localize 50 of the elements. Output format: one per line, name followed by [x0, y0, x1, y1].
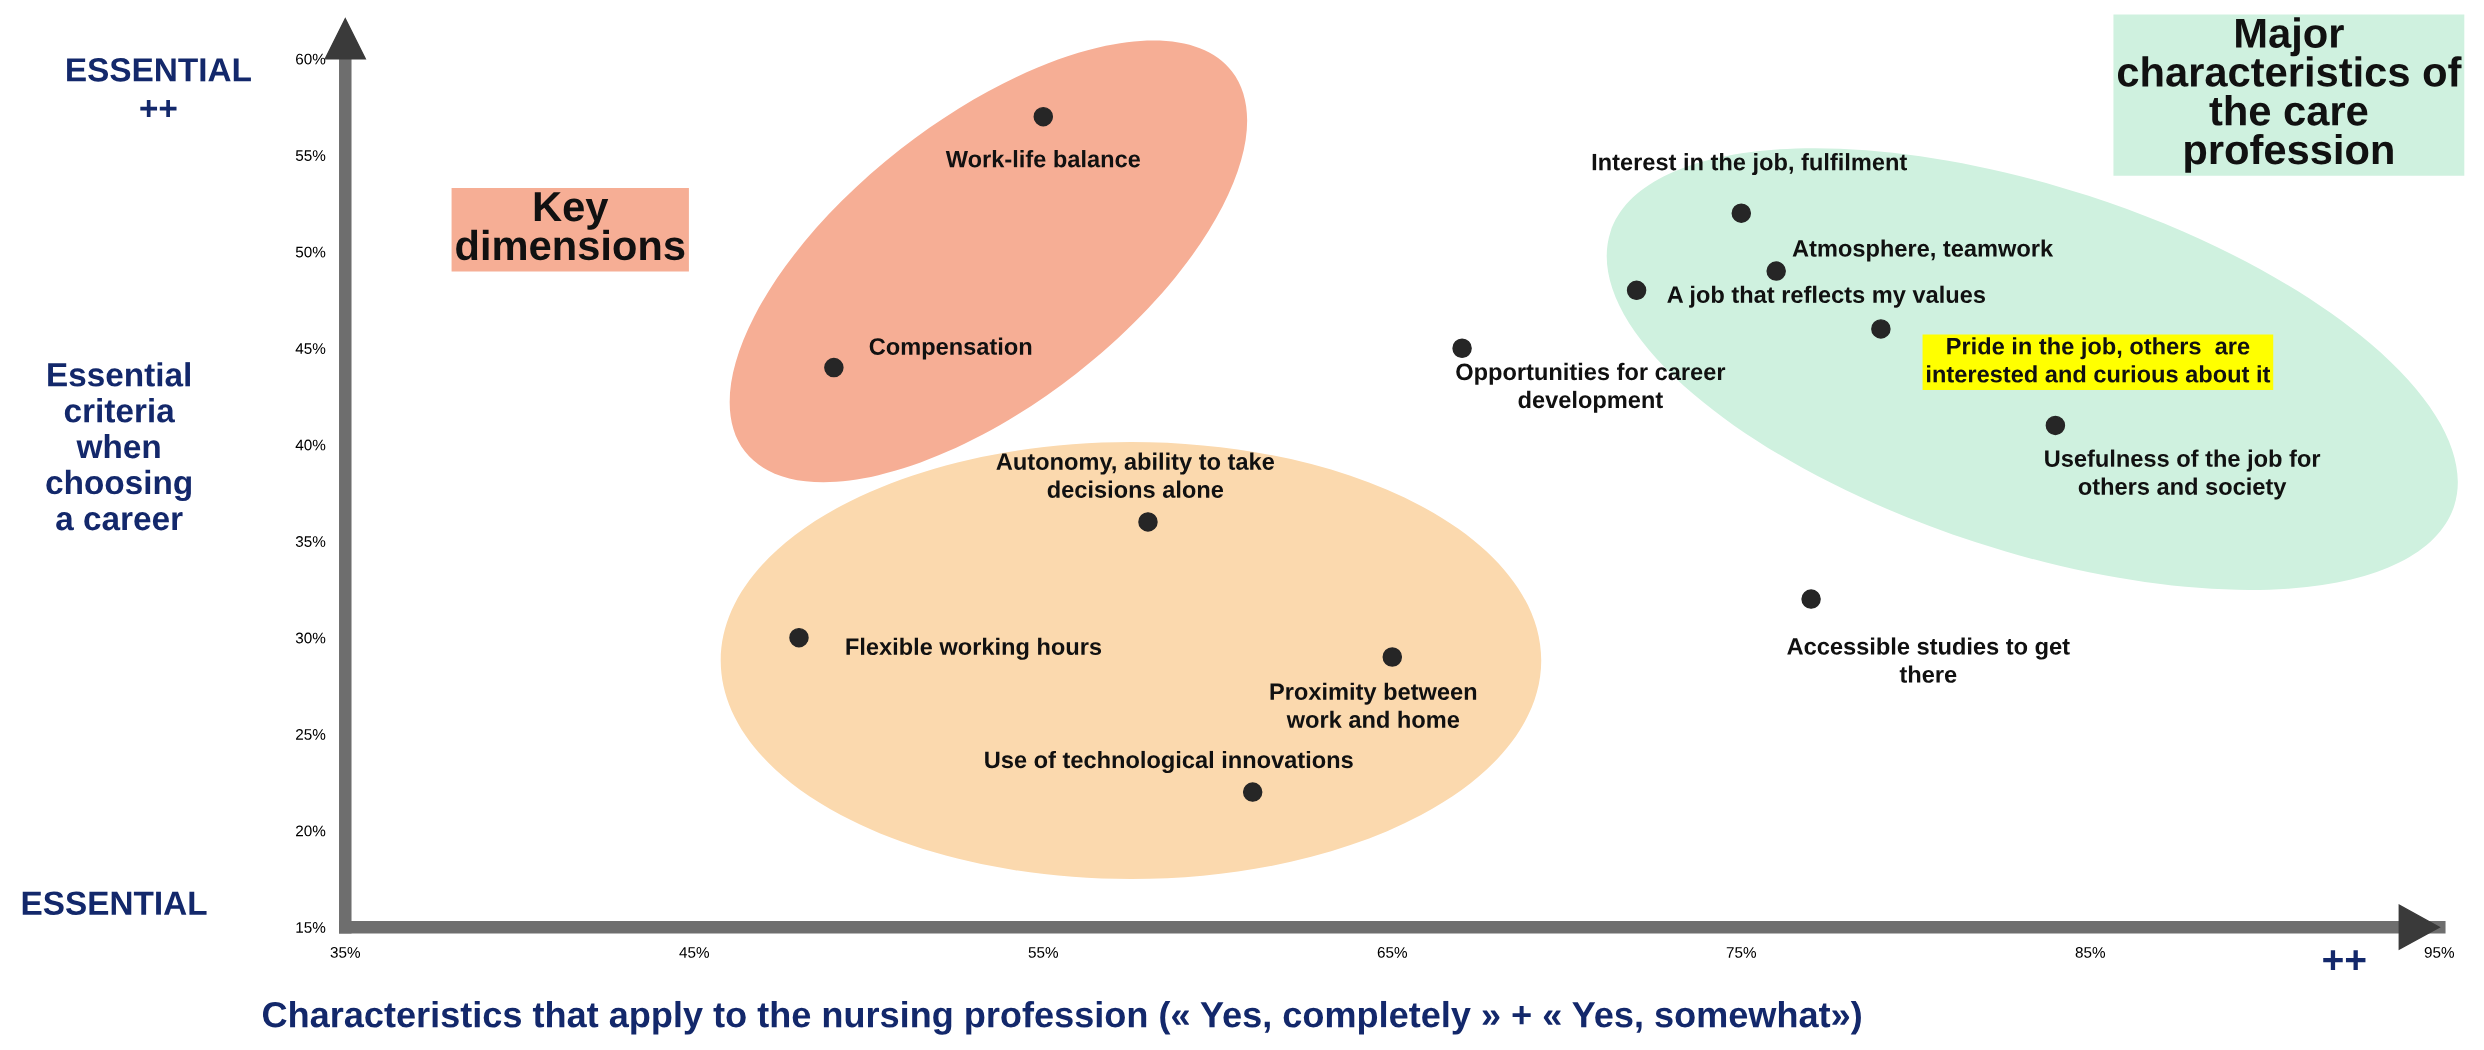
- annotation: Autonomy, ability to take decisions alone: [996, 452, 1275, 498]
- annotation: Accessible studies to get there: [1787, 637, 2070, 683]
- point: [2045, 415, 2066, 436]
- text: ++: [2323, 950, 2366, 971]
- y-tick-label: 45%: [295, 343, 326, 354]
- point: [1242, 782, 1263, 802]
- point: [1871, 319, 1891, 339]
- text: ESSENTIAL ++: [67, 58, 251, 118]
- annotation: Proximity between work and home: [1270, 682, 1477, 729]
- x-tick-label: 55%: [1028, 947, 1059, 958]
- annotation: A job that reflects my values: [1667, 285, 1985, 308]
- x-tick-label: 75%: [1726, 947, 1757, 958]
- point: [1731, 203, 1752, 223]
- annotation: Interest in the job, fulfilment: [1592, 153, 1907, 176]
- annotation: Key dimensions: [456, 192, 685, 261]
- annotation: Work-life balance: [945, 150, 1141, 168]
- y-axis-title: Essential criteria when choosing a career: [46, 362, 191, 531]
- x-tick-label: 35%: [330, 947, 361, 958]
- y-tick-label: 15%: [296, 922, 326, 933]
- annotation: Opportunities for career development: [1456, 362, 1726, 413]
- annotation: Compensation: [869, 337, 1032, 360]
- point: [789, 627, 809, 648]
- y-tick-label: 50%: [295, 246, 326, 258]
- text: ESSENTIAL: [22, 891, 207, 915]
- y-tick-label: 35%: [295, 536, 326, 547]
- x-tick-label: 95%: [2424, 947, 2455, 958]
- x-axis-title: Characteristics that apply to the nursing profession (« Yes, completely » + « Yes, somewhat»): [263, 1000, 1861, 1035]
- y-tick-label: 25%: [296, 729, 326, 740]
- annotation: Flexible working hours: [846, 637, 1102, 660]
- point: [1766, 261, 1786, 281]
- point: [1138, 512, 1158, 532]
- annotation: Atmosphere, teamwork: [1792, 239, 2054, 262]
- y-tick-label: 20%: [296, 825, 326, 837]
- x-tick-label: 45%: [679, 947, 710, 958]
- point: [824, 357, 844, 378]
- annotation: Usefulness of the job for others and society: [2045, 449, 2321, 500]
- point: [1382, 647, 1403, 667]
- y-tick-label: 30%: [295, 632, 326, 644]
- x-tick-label: 85%: [2075, 947, 2106, 958]
- point: [1033, 106, 1054, 127]
- x-tick-label: 65%: [1377, 947, 1408, 958]
- point: [1801, 589, 1821, 609]
- point: [1626, 280, 1647, 301]
- annotation: Pride in the job, others are interested and curious about it: [1927, 337, 2271, 383]
- point: [1452, 338, 1472, 358]
- y-tick-label: 60%: [296, 53, 326, 65]
- y-tick-label: 55%: [295, 150, 326, 161]
- y-tick-label: 40%: [295, 439, 326, 451]
- annotation: Use of technological innovations: [985, 750, 1353, 774]
- annotation: Major characteristics of the care profession: [2117, 17, 2462, 173]
